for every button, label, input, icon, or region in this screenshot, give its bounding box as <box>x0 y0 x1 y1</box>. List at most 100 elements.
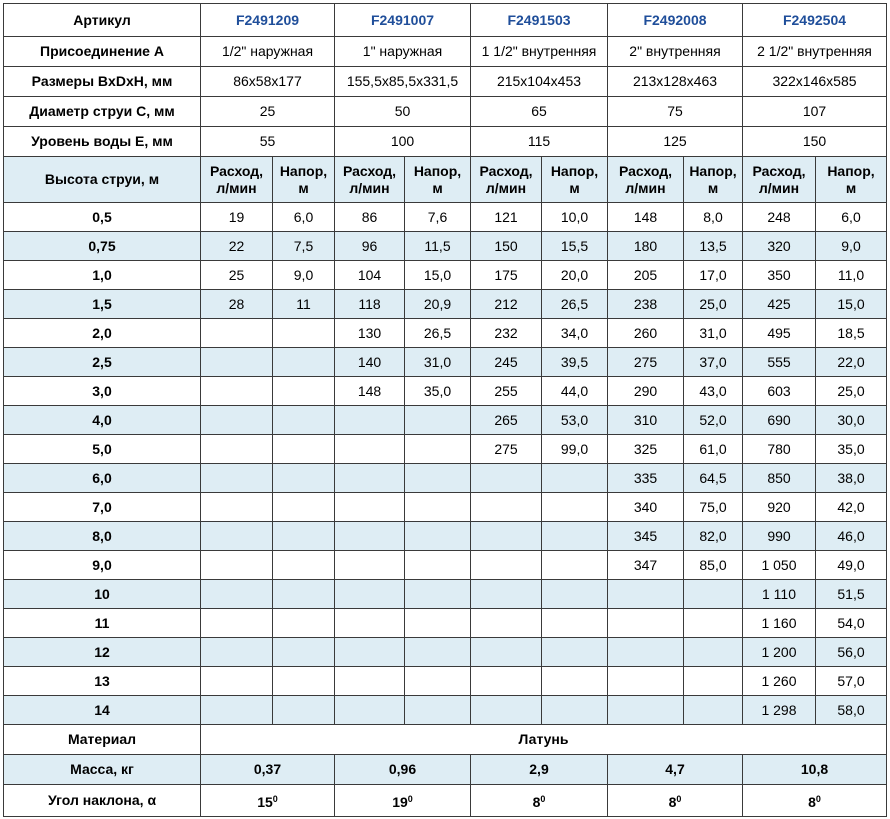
angle-value: 80 <box>607 784 743 817</box>
value-cell <box>272 695 335 725</box>
row-label: Размеры BxDxH, мм <box>3 66 201 97</box>
value-cell <box>334 492 405 522</box>
value-cell <box>404 579 471 609</box>
column-header: Расход, л/мин <box>607 156 684 203</box>
value-cell: 64,5 <box>683 463 743 493</box>
value-cell: 990 <box>742 521 816 551</box>
value-cell <box>334 608 405 638</box>
value-cell: 130 <box>334 318 405 348</box>
value-cell <box>200 521 273 551</box>
table-row: 1,0 25 9,0 104 15,0 175 20,0 205 17,0 350 11,0 <box>3 260 887 290</box>
value-cell: 7,6 <box>404 202 471 232</box>
spec-value: 213x128x463 <box>607 66 743 97</box>
value-cell: 320 <box>742 231 816 261</box>
value-cell <box>334 434 405 464</box>
row-label: 10 <box>3 579 201 609</box>
value-cell <box>404 608 471 638</box>
row-label: 6,0 <box>3 463 201 493</box>
angle-degree: 0 <box>540 793 546 804</box>
value-cell <box>272 666 335 696</box>
spec-value: 2" внутренняя <box>607 36 743 67</box>
spec-value: 322x146x585 <box>742 66 887 97</box>
value-cell <box>334 695 405 725</box>
column-header: Напор, м <box>683 156 743 203</box>
value-cell <box>272 376 335 406</box>
table-row: Высота струи, м Расход, л/мин Напор, м Расход… <box>3 156 887 203</box>
value-cell: 290 <box>607 376 684 406</box>
value-cell: 46,0 <box>815 521 887 551</box>
angle-degree: 0 <box>407 793 413 804</box>
value-cell: 25,0 <box>815 376 887 406</box>
table-row: 2,5 140 31,0 245 39,5 275 37,0 555 22,0 <box>3 347 887 377</box>
angle-value: 150 <box>200 784 335 817</box>
value-cell <box>404 637 471 667</box>
value-cell: 121 <box>470 202 542 232</box>
value-cell <box>272 434 335 464</box>
value-cell <box>470 637 542 667</box>
angle-value: 80 <box>470 784 608 817</box>
value-cell: 495 <box>742 318 816 348</box>
row-label: 2,0 <box>3 318 201 348</box>
value-cell: 19 <box>200 202 273 232</box>
value-cell: 56,0 <box>815 637 887 667</box>
value-cell: 86 <box>334 202 405 232</box>
table-row: 13 1 260 57,0 <box>3 666 887 696</box>
value-cell <box>200 405 273 435</box>
value-cell: 34,0 <box>541 318 608 348</box>
value-cell <box>200 608 273 638</box>
value-cell <box>200 318 273 348</box>
table-row: 10 1 110 51,5 <box>3 579 887 609</box>
value-cell <box>541 666 608 696</box>
angle-value: 80 <box>742 784 887 817</box>
value-cell: 1 110 <box>742 579 816 609</box>
value-cell <box>683 579 743 609</box>
value-cell: 58,0 <box>815 695 887 725</box>
spec-value: 65 <box>470 96 608 127</box>
value-cell <box>470 695 542 725</box>
table-row: Угол наклона, α 150 190 80 80 80 <box>3 784 887 817</box>
value-cell <box>404 405 471 435</box>
spec-value: 1" наружная <box>334 36 471 67</box>
value-cell <box>272 608 335 638</box>
spec-value: 25 <box>200 96 335 127</box>
value-cell <box>334 521 405 551</box>
column-header: Расход, л/мин <box>334 156 405 203</box>
spec-value: 115 <box>470 126 608 157</box>
value-cell: 255 <box>470 376 542 406</box>
mass-value: 2,9 <box>470 754 608 785</box>
row-label: Уровень воды E, мм <box>3 126 201 157</box>
value-cell: 118 <box>334 289 405 319</box>
value-cell <box>541 637 608 667</box>
value-cell: 99,0 <box>541 434 608 464</box>
header-line: м <box>432 179 443 196</box>
value-cell <box>272 637 335 667</box>
spec-value: 150 <box>742 126 887 157</box>
value-cell: 13,5 <box>683 231 743 261</box>
spec-value: 125 <box>607 126 743 157</box>
value-cell <box>607 637 684 667</box>
angle-number: 8 <box>532 793 541 810</box>
angle-number: 15 <box>257 793 273 810</box>
row-label: 2,5 <box>3 347 201 377</box>
value-cell: 205 <box>607 260 684 290</box>
column-header: Напор, м <box>404 156 471 203</box>
value-cell: 20,0 <box>541 260 608 290</box>
value-cell: 1 260 <box>742 666 816 696</box>
row-label: 0,75 <box>3 231 201 261</box>
angle-number: 8 <box>668 793 677 810</box>
value-cell: 54,0 <box>815 608 887 638</box>
header-line: Напор, <box>550 162 599 179</box>
value-cell: 15,0 <box>404 260 471 290</box>
value-cell: 35,0 <box>404 376 471 406</box>
value-cell <box>541 550 608 580</box>
value-cell <box>404 492 471 522</box>
value-cell <box>541 521 608 551</box>
value-cell: 1 050 <box>742 550 816 580</box>
value-cell <box>607 666 684 696</box>
spec-value: 100 <box>334 126 471 157</box>
value-cell <box>683 608 743 638</box>
value-cell: 238 <box>607 289 684 319</box>
value-cell: 8,0 <box>683 202 743 232</box>
value-cell: 347 <box>607 550 684 580</box>
table-row: 1,5 28 11 118 20,9 212 26,5 238 25,0 425 15,0 <box>3 289 887 319</box>
